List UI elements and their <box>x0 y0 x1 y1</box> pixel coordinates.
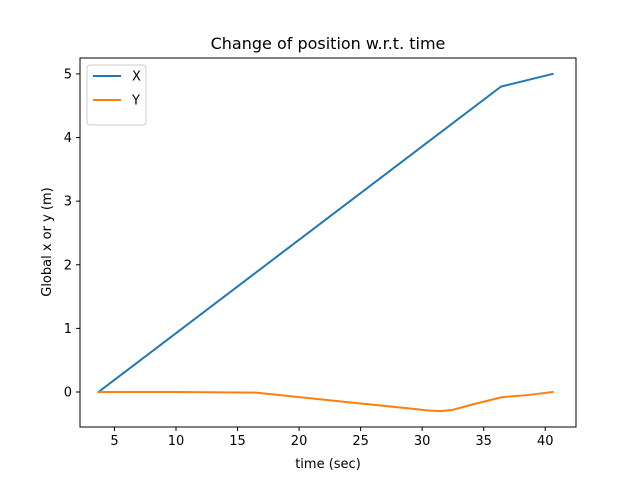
x-tick-label: 10 <box>168 434 185 449</box>
y-tick-label: 5 <box>64 67 72 82</box>
x-axis-label: time (sec) <box>295 457 361 472</box>
x-axis: 5 10 15 20 25 30 35 40 <box>110 427 554 449</box>
series-line-y <box>97 390 554 413</box>
x-tick-label: 5 <box>110 434 118 449</box>
y-axis: 0 1 2 3 4 5 <box>64 67 80 401</box>
plot-area-frame <box>79 57 577 428</box>
series-layer <box>97 72 554 413</box>
y-tick-label: 4 <box>64 131 72 146</box>
y-tick-label: 3 <box>64 195 72 210</box>
x-tick-label: 40 <box>537 434 554 449</box>
y-tick-label: 1 <box>64 322 72 337</box>
legend-box <box>86 64 147 126</box>
x-tick-label: 30 <box>414 434 431 449</box>
y-axis-label: Global x or y (m) <box>40 187 55 297</box>
series-line-x <box>97 72 554 394</box>
x-tick-label: 15 <box>229 434 246 449</box>
legend-label-y: Y <box>131 94 140 109</box>
y-tick-label: 2 <box>64 258 72 273</box>
x-tick-label: 25 <box>352 434 369 449</box>
chart-title: Change of position w.r.t. time <box>211 34 446 53</box>
y-tick-label: 0 <box>64 386 72 401</box>
x-tick-label: 35 <box>475 434 492 449</box>
x-tick-label: 20 <box>291 434 308 449</box>
legend: XY <box>86 64 147 126</box>
legend-label-x: X <box>132 70 141 85</box>
